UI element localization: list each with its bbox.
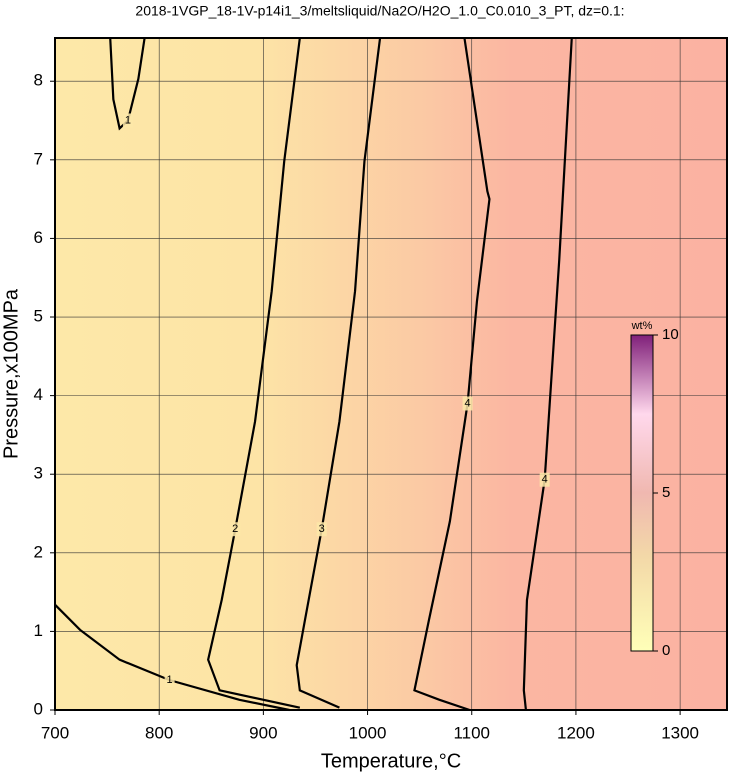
colorbar-tick-label: 0 bbox=[662, 642, 670, 659]
contour-label: 1 bbox=[125, 114, 131, 126]
contour-label: 3 bbox=[319, 523, 325, 535]
y-tick-label: 8 bbox=[34, 71, 43, 90]
y-tick-label: 3 bbox=[34, 464, 43, 483]
contour-label: 4 bbox=[542, 474, 548, 486]
x-tick-label: 700 bbox=[41, 723, 69, 742]
y-tick-label: 4 bbox=[34, 385, 43, 404]
contour-label-bg bbox=[539, 472, 550, 487]
y-tick-label: 0 bbox=[34, 699, 43, 718]
contour-label-bg bbox=[230, 522, 241, 537]
x-tick-label: 1000 bbox=[349, 723, 387, 742]
x-tick-label: 900 bbox=[249, 723, 277, 742]
y-tick-label: 2 bbox=[34, 542, 43, 561]
contour-label: 4 bbox=[465, 397, 471, 409]
y-tick-label: 1 bbox=[34, 621, 43, 640]
y-tick-label: 7 bbox=[34, 149, 43, 168]
colorbar bbox=[630, 334, 654, 652]
contour-label: 1 bbox=[167, 674, 173, 686]
x-tick-label: 1100 bbox=[453, 723, 490, 742]
contour-label-bg bbox=[316, 522, 327, 537]
y-tick-label: 6 bbox=[34, 228, 43, 247]
x-tick-label: 1200 bbox=[557, 723, 595, 742]
contour-line bbox=[413, 37, 491, 712]
colorbar-tick-label: 10 bbox=[662, 326, 679, 343]
x-tick-label: 800 bbox=[145, 723, 173, 742]
chart-title: 2018-1VGP_18-1V-p14i1_3/meltsliquid/Na2O… bbox=[135, 3, 624, 19]
contour-line bbox=[522, 37, 573, 711]
y-tick-label: 5 bbox=[34, 307, 43, 326]
x-axis-label: Temperature,°C bbox=[321, 750, 461, 772]
contour-label-bg bbox=[122, 113, 133, 128]
colorbar-tick-label: 5 bbox=[662, 484, 670, 501]
plot-background bbox=[55, 38, 727, 710]
contour-label: 2 bbox=[232, 523, 238, 535]
contour-label-bg bbox=[462, 396, 473, 411]
x-tick-label: 1300 bbox=[661, 723, 699, 742]
contour-label-bg bbox=[164, 673, 175, 688]
plot-frame bbox=[54, 37, 728, 711]
contour-line bbox=[54, 603, 290, 712]
y-axis-label: Pressure,x100MPa bbox=[0, 288, 22, 459]
colorbar-label: wt% bbox=[631, 320, 653, 332]
